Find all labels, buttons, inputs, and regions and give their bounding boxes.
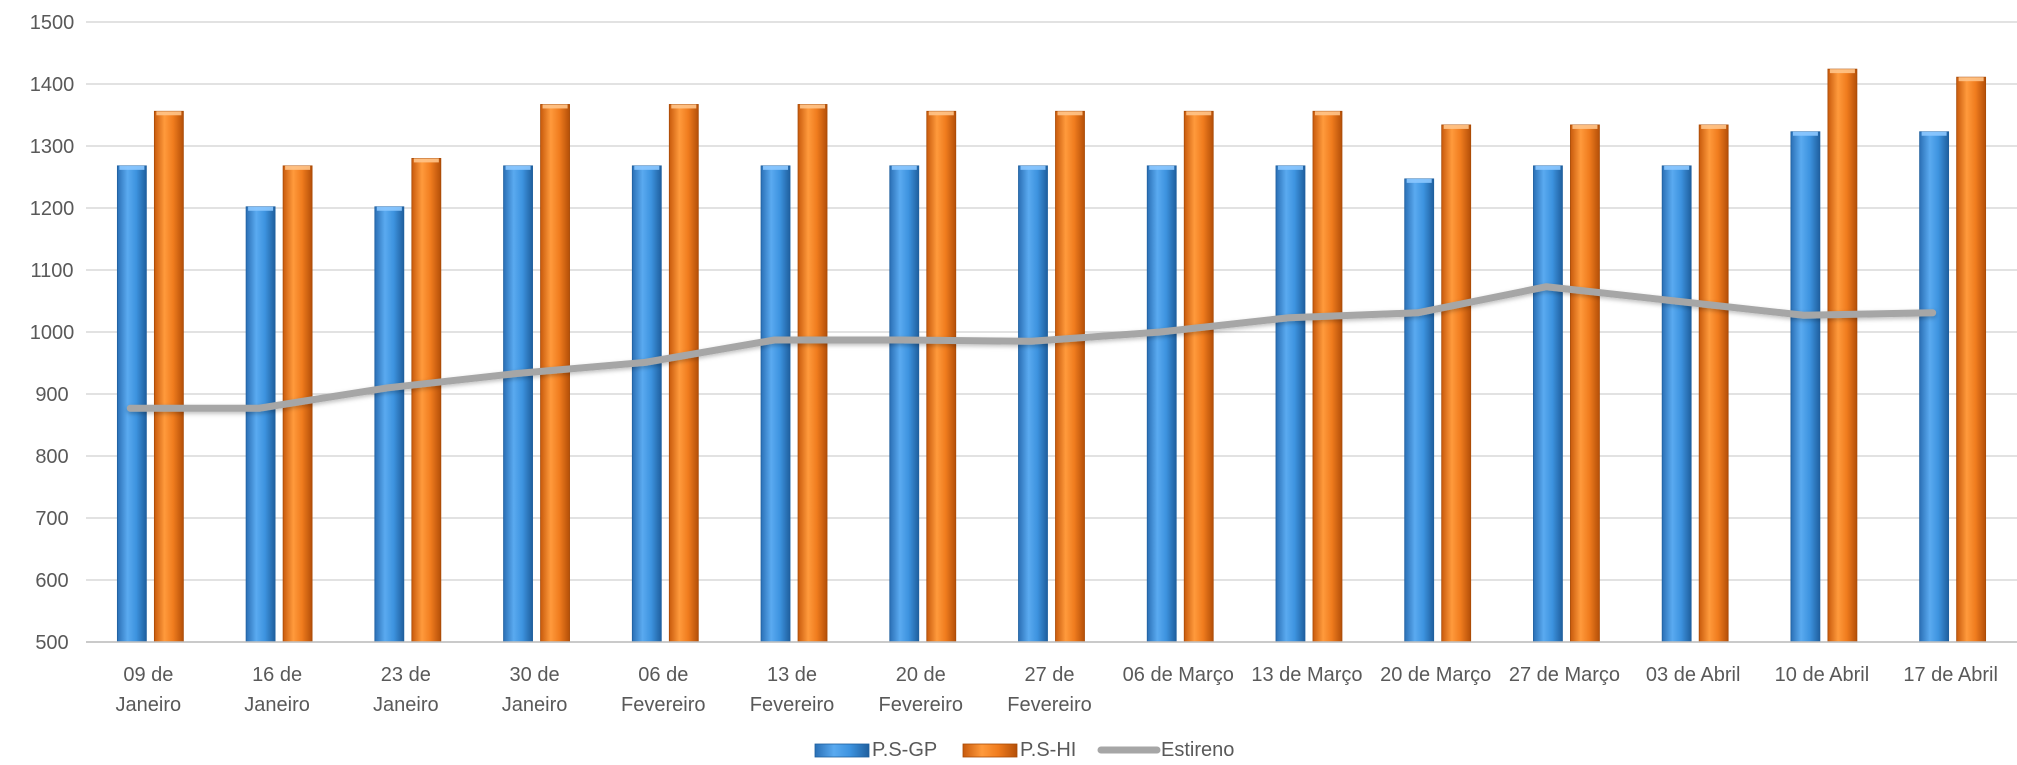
bar-p-s-hi: [1055, 110, 1085, 643]
x-tick-label: 30 de Janeiro: [502, 664, 568, 716]
bar-p-s-gp: [503, 165, 533, 643]
bar-top-highlight: [376, 206, 402, 211]
y-tick-label: 700: [35, 508, 68, 530]
bar-top-highlight: [505, 165, 531, 170]
x-tick-label: 03 de Abril: [1646, 664, 1741, 686]
y-axis: 500 600 700 800 900 1000 1100 1200 1300 1400 1500: [30, 12, 75, 654]
bar-p-s-gp: [1661, 165, 1692, 643]
bar-p-s-hi: [1312, 110, 1343, 643]
bar-p-s-hi: [411, 157, 442, 643]
y-tick-label: 500: [35, 632, 68, 654]
bar-p-s-gp: [1919, 131, 1950, 643]
bar-top-highlight: [1057, 111, 1083, 116]
bar-top-highlight: [542, 104, 568, 109]
bar-p-s-hi: [797, 104, 828, 643]
bar-p-s-gp: [245, 206, 276, 643]
y-tick-label: 1300: [30, 136, 75, 158]
x-tick-label: 10 de Abril: [1775, 664, 1870, 686]
bar-top-highlight: [1829, 69, 1855, 74]
bar-top-highlight: [156, 111, 182, 116]
bar-p-s-hi: [1183, 110, 1214, 643]
bar-top-highlight: [634, 165, 660, 170]
bar-p-s-hi: [1956, 76, 1987, 643]
x-tick-label: 20 de Março: [1380, 664, 1491, 686]
bar-p-s-gp: [1146, 165, 1177, 643]
bar-p-s-hi: [153, 110, 184, 643]
y-tick-label: 600: [35, 570, 68, 592]
y-tick-label: 1500: [30, 12, 75, 34]
bar-top-highlight: [671, 104, 697, 109]
x-tick-label: 06 de Fevereiro: [621, 664, 705, 716]
bar-p-s-gp: [374, 206, 405, 643]
bar-top-highlight: [1921, 131, 1947, 136]
bar-p-s-hi: [1827, 68, 1858, 643]
bar-top-highlight: [1958, 77, 1984, 82]
bar-top-highlight: [119, 165, 145, 170]
gridlines: [86, 21, 2017, 643]
x-tick-label: 27 de Março: [1509, 664, 1620, 686]
bar-p-s-gp: [1018, 165, 1048, 643]
bar-p-s-gp: [116, 165, 147, 643]
bar-top-highlight: [1277, 165, 1303, 170]
bar-top-highlight: [1572, 124, 1598, 129]
bar-top-highlight: [891, 165, 917, 170]
bar-p-s-hi: [668, 104, 699, 643]
bar-p-s-gp: [1533, 165, 1563, 643]
bar-top-highlight: [763, 165, 789, 170]
x-tick-label: 20 de Fevereiro: [879, 664, 963, 716]
x-tick-label: 23 de Janeiro: [373, 664, 439, 716]
bar-p-s-hi: [926, 110, 957, 643]
x-tick-label: 13 de Fevereiro: [750, 664, 834, 716]
line-series: [126, 283, 1937, 412]
x-tick-label: 27 de Fevereiro: [1007, 664, 1091, 716]
x-axis: 09 de Janeiro 16 de Janeiro 23 de Janeiro 30 d…: [86, 641, 2017, 716]
bar-top-highlight: [928, 111, 954, 116]
bar-top-highlight: [1535, 165, 1561, 170]
bar-top-highlight: [285, 165, 311, 170]
x-tick-label: 16 de Janeiro: [244, 664, 310, 716]
legend-swatch-p-s-gp: [814, 743, 870, 758]
legend: P.S-GP P.S-HI Estireno: [814, 739, 1234, 761]
y-tick-label: 1000: [30, 322, 75, 344]
y-tick-label: 1400: [30, 74, 75, 96]
bar-top-highlight: [1701, 124, 1727, 129]
y-tick-label: 1200: [30, 198, 75, 220]
bar-p-s-hi: [1441, 124, 1472, 643]
bar-p-s-gp: [631, 165, 662, 643]
x-tick-label: 09 de Janeiro: [116, 664, 182, 716]
legend-label-p-s-gp: P.S-GP: [872, 739, 937, 761]
bar-top-highlight: [1792, 131, 1818, 136]
bar-top-highlight: [800, 104, 826, 109]
legend-label-p-s-hi: P.S-HI: [1020, 739, 1076, 761]
bar-top-highlight: [1314, 111, 1340, 116]
bar-p-s-gp: [889, 165, 920, 643]
bar-p-s-gp: [1790, 131, 1821, 643]
bar-p-s-gp: [760, 165, 791, 643]
legend-label-estireno: Estireno: [1161, 739, 1234, 761]
bar-top-highlight: [413, 158, 439, 163]
bars: [116, 68, 1987, 643]
bar-top-highlight: [1664, 165, 1690, 170]
x-tick-label: 06 de Março: [1123, 664, 1234, 686]
bar-p-s-gp: [1404, 178, 1435, 643]
bar-top-highlight: [1186, 111, 1212, 116]
bar-top-highlight: [1149, 165, 1175, 170]
x-tick-label: 17 de Abril: [1903, 664, 1998, 686]
bar-top-highlight: [248, 206, 274, 211]
bar-p-s-hi: [1698, 124, 1729, 643]
bar-p-s-gp: [1275, 165, 1306, 643]
bar-top-highlight: [1443, 124, 1469, 129]
legend-swatch-p-s-hi: [962, 743, 1018, 758]
y-tick-label: 800: [35, 446, 68, 468]
y-tick-label: 900: [35, 384, 68, 406]
bar-top-highlight: [1020, 165, 1046, 170]
y-tick-label: 1100: [30, 260, 73, 282]
x-tick-label: 13 de Março: [1251, 664, 1362, 686]
bar-top-highlight: [1406, 178, 1432, 183]
bar-p-s-hi: [1570, 124, 1600, 643]
